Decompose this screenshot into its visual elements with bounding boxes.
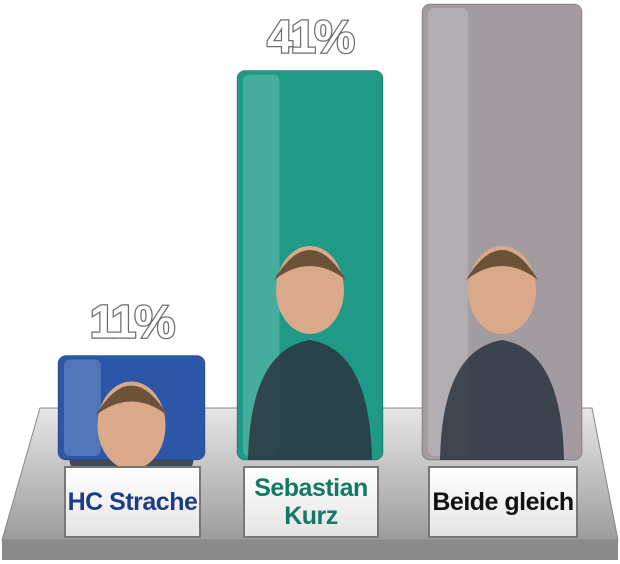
value-label: 41%	[267, 11, 354, 63]
category-label: HC Strache	[64, 466, 201, 538]
portrait-hair	[466, 250, 538, 280]
value-label: 11%	[90, 296, 175, 348]
bar-highlight	[64, 359, 101, 456]
bar-highlight	[243, 74, 280, 456]
portrait-body	[248, 340, 372, 460]
category-label: Sebastian Kurz	[243, 466, 379, 538]
bar-highlight	[428, 8, 468, 456]
category-label: Beide gleich	[428, 466, 578, 538]
portrait-hair	[274, 250, 346, 280]
portrait-hair	[95, 385, 168, 416]
platform-edge	[2, 540, 618, 560]
portrait-body	[440, 340, 564, 460]
